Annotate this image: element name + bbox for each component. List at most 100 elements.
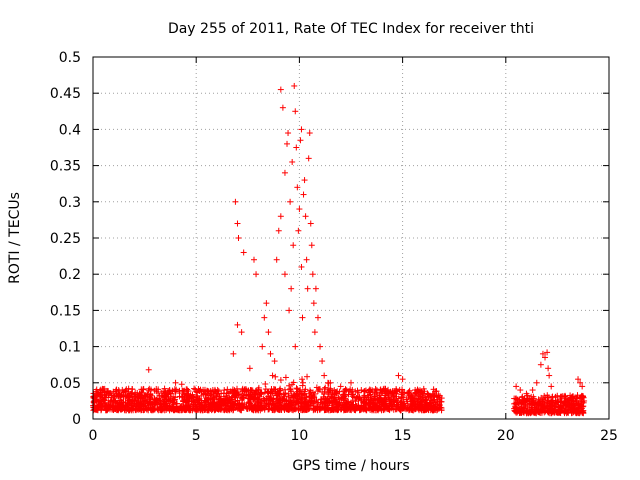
data-point [321, 373, 327, 379]
y-tick-label: 0.25 [50, 231, 81, 247]
data-point [259, 344, 265, 350]
data-points [90, 83, 587, 416]
x-tick-label: 25 [600, 428, 618, 444]
data-point [296, 206, 302, 212]
data-point [546, 373, 552, 379]
data-point [295, 228, 301, 234]
x-axis-label: GPS time / hours [292, 458, 409, 474]
data-point [312, 329, 318, 335]
data-point [303, 213, 309, 219]
data-point [268, 351, 274, 357]
x-tick-label: 20 [497, 428, 515, 444]
data-point [230, 351, 236, 357]
x-tick-label: 10 [290, 428, 308, 444]
data-point [545, 365, 551, 371]
data-point [270, 373, 276, 379]
data-point [234, 221, 240, 227]
data-point [289, 159, 295, 165]
data-point [293, 145, 299, 151]
data-point [348, 380, 354, 386]
data-point [530, 387, 536, 393]
data-point [301, 192, 307, 198]
data-point [338, 383, 344, 389]
data-point [292, 108, 298, 114]
y-axis-label: ROTI / TECUs [7, 192, 23, 284]
x-tick-label: 0 [89, 428, 98, 444]
data-point [278, 87, 284, 93]
data-point [298, 126, 304, 132]
data-point [319, 358, 325, 364]
data-point [261, 315, 267, 321]
data-point [311, 300, 317, 306]
y-tick-label: 0.05 [50, 376, 81, 392]
data-point [129, 386, 135, 392]
data-point [395, 373, 401, 379]
data-point [315, 315, 321, 321]
y-tick-label: 0.3 [59, 195, 81, 211]
y-tick-label: 0.45 [50, 86, 81, 102]
data-point [307, 130, 313, 136]
data-point [288, 286, 294, 292]
y-tick-label: 0.15 [50, 303, 81, 319]
data-point [313, 286, 319, 292]
data-point [310, 271, 316, 277]
data-point [513, 383, 519, 389]
data-point [262, 381, 268, 387]
data-point [278, 213, 284, 219]
data-point [236, 235, 242, 241]
data-point [263, 300, 269, 306]
data-point [282, 271, 288, 277]
data-point [286, 307, 292, 313]
data-point [285, 130, 291, 136]
data-point [400, 376, 406, 382]
data-point [373, 386, 379, 392]
data-point [305, 286, 311, 292]
data-point [274, 257, 280, 263]
data-point [265, 329, 271, 335]
y-tick-label: 0.1 [59, 340, 81, 356]
data-point [280, 105, 286, 111]
data-point [276, 228, 282, 234]
roti-scatter-chart: 0 5 10 15 20 25 00.050.10.150.20.250.30.350.4… [0, 0, 640, 480]
data-point [548, 383, 554, 389]
data-point [302, 177, 308, 183]
data-point [308, 221, 314, 227]
data-point [272, 358, 278, 364]
y-tick-label: 0.5 [59, 50, 81, 66]
y-tick-label: 0.4 [59, 122, 81, 138]
data-point [253, 271, 259, 277]
data-point [272, 374, 278, 380]
data-point [146, 367, 152, 373]
data-point [517, 387, 523, 393]
x-tick-label: 5 [192, 428, 201, 444]
data-point [287, 199, 293, 205]
data-point [284, 141, 290, 147]
data-point [292, 344, 298, 350]
data-point [232, 199, 238, 205]
data-point [299, 315, 305, 321]
axis-ticks [93, 57, 609, 419]
data-point [538, 362, 544, 368]
data-point [291, 83, 297, 89]
data-point [534, 380, 540, 386]
plot-frame [93, 57, 609, 419]
data-point [317, 344, 323, 350]
y-tick-label: 0 [72, 412, 81, 428]
y-tick-labels: 00.050.10.150.20.250.30.350.40.450.5 [50, 50, 81, 428]
data-point [247, 365, 253, 371]
y-tick-label: 0.35 [50, 159, 81, 175]
chart-title: Day 255 of 2011, Rate Of TEC Index for r… [168, 21, 534, 37]
data-point [239, 329, 245, 335]
data-point [304, 257, 310, 263]
data-point [234, 322, 240, 328]
data-point [173, 380, 179, 386]
data-point [251, 257, 257, 263]
data-point [179, 381, 185, 387]
x-tick-label: 15 [394, 428, 412, 444]
data-point [241, 249, 247, 255]
data-point [282, 170, 288, 176]
x-tick-labels: 0 5 10 15 20 25 [89, 428, 618, 444]
data-point [309, 242, 315, 248]
data-point [297, 137, 303, 143]
data-point [306, 155, 312, 161]
